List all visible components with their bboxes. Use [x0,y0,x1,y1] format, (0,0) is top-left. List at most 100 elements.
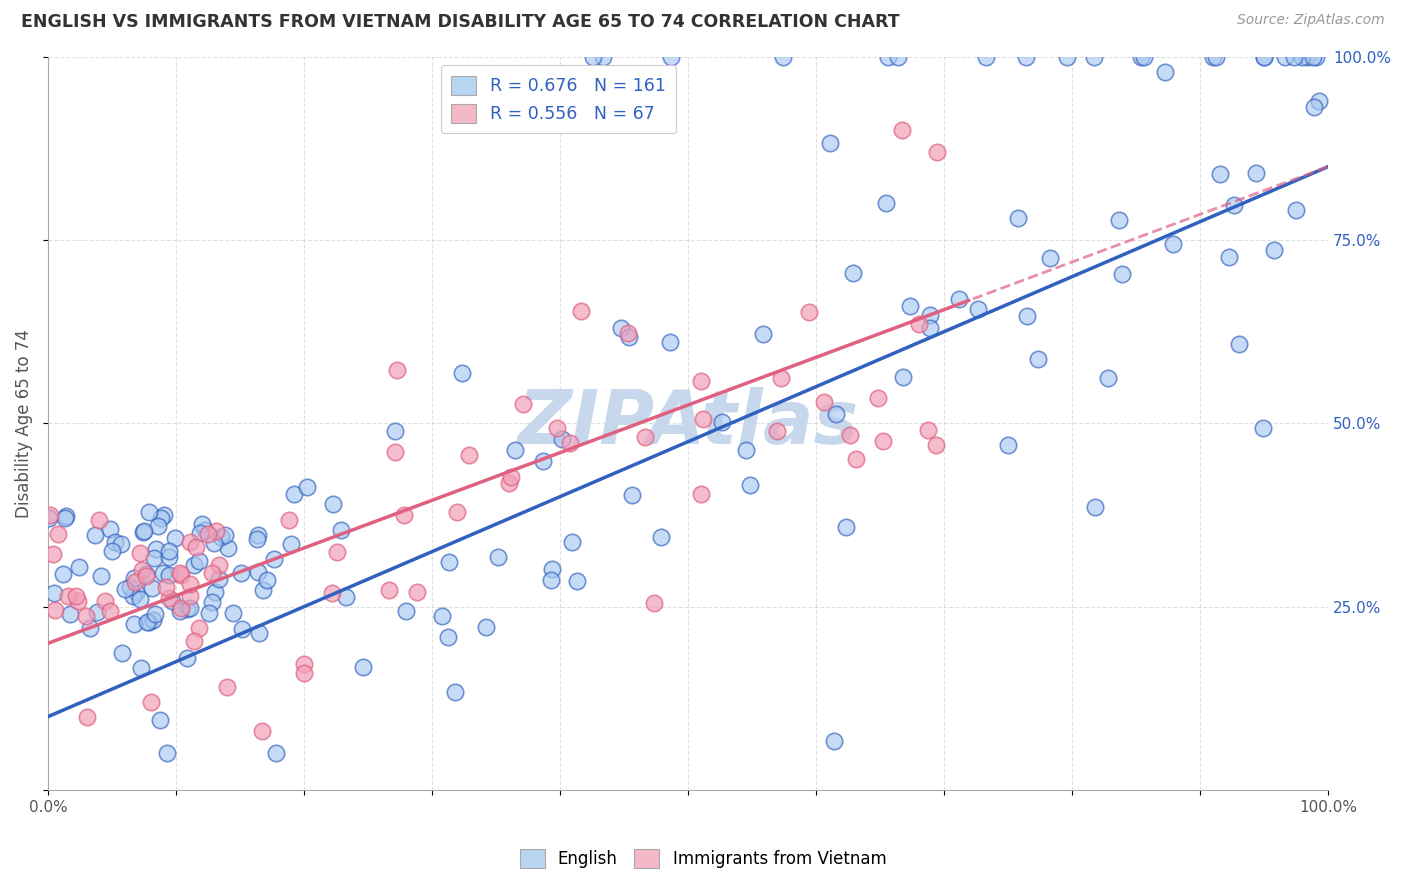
Point [148,518,170,533]
Point [582,50,605,64]
Point [86,606,108,620]
Point [292,657,315,672]
Point [169,566,191,581]
Point [186,540,208,554]
Point [1308,95,1330,109]
Point [98,604,121,618]
Point [201,594,224,608]
Point [55,509,77,524]
Point [1108,213,1130,227]
Point [1302,50,1324,64]
Point [772,50,794,64]
Point [384,445,406,459]
Point [141,581,163,595]
Point [560,436,582,450]
Point [1026,352,1049,367]
Point [135,568,157,582]
Point [887,50,910,64]
Point [546,420,568,434]
Point [163,531,186,545]
Point [503,443,526,458]
Text: Source: ZipAtlas.com: Source: ZipAtlas.com [1237,13,1385,28]
Point [512,397,534,411]
Point [247,625,270,640]
Point [66,594,89,608]
Point [620,487,643,501]
Point [152,566,174,581]
Point [1056,50,1078,64]
Point [1282,50,1305,64]
Point [1253,50,1275,64]
Point [217,541,239,556]
Point [104,534,127,549]
Point [111,646,134,660]
Point [122,616,145,631]
Point [256,573,278,587]
Point [1083,50,1105,64]
Point [169,604,191,618]
Point [75,608,97,623]
Point [352,659,374,673]
Point [813,395,835,409]
Point [121,589,143,603]
Point [711,415,734,429]
Point [540,573,562,587]
Point [98,522,121,536]
Point [326,545,349,559]
Point [197,526,219,541]
Point [152,508,174,523]
Point [138,505,160,519]
Point [132,524,155,539]
Point [924,438,946,452]
Point [650,530,672,544]
Point [264,746,287,760]
Point [740,478,762,492]
Point [183,558,205,572]
Point [617,330,640,344]
Point [1161,236,1184,251]
Point [191,517,214,532]
Point [202,536,225,550]
Point [592,50,614,64]
Point [1223,198,1246,212]
Point [567,574,589,589]
Point [188,526,211,541]
Point [124,574,146,589]
Point [44,602,66,616]
Point [53,510,76,524]
Point [384,424,406,438]
Point [138,615,160,630]
Point [658,334,681,349]
Point [170,567,193,582]
Point [948,292,970,306]
Point [231,623,253,637]
Point [437,630,460,644]
Point [157,544,180,558]
Point [1253,50,1275,64]
Point [145,607,167,621]
Point [1227,337,1250,351]
Y-axis label: Disability Age 65 to 74: Disability Age 65 to 74 [15,329,32,517]
Point [1039,252,1062,266]
Point [90,569,112,583]
Point [917,423,939,437]
Point [835,520,858,534]
Point [46,526,69,541]
Point [329,523,352,537]
Point [1111,267,1133,281]
Point [1154,64,1177,78]
Point [659,50,682,64]
Point [79,621,101,635]
Point [907,317,929,331]
Point [541,562,564,576]
Point [1244,166,1267,180]
Point [799,305,821,319]
Point [131,661,153,675]
Point [643,596,665,610]
Point [42,547,65,561]
Point [1291,50,1313,64]
Point [322,497,344,511]
Point [142,614,165,628]
Point [135,615,157,629]
Point [1132,50,1154,64]
